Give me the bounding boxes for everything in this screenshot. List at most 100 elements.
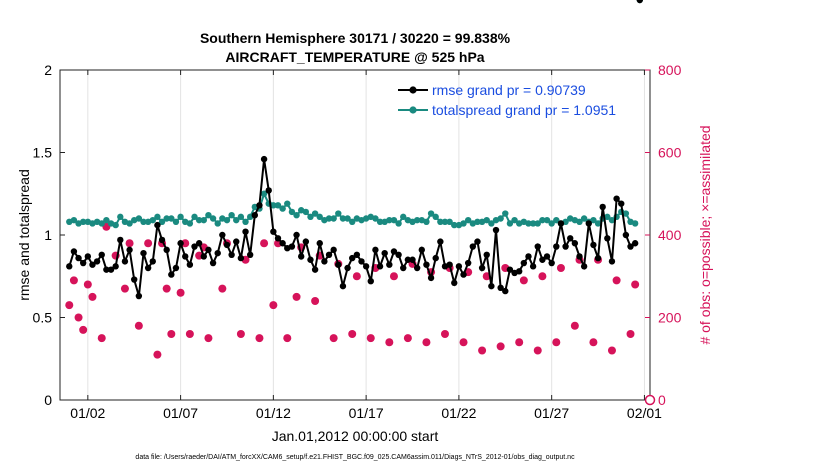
totalspread-point <box>293 212 300 219</box>
rmse-point <box>66 263 73 270</box>
rmse-point <box>233 238 240 245</box>
rmse-point <box>140 249 147 257</box>
obs-count-point <box>97 334 106 343</box>
y-right-tick-label: 800 <box>658 62 682 78</box>
legend-rmse-marker <box>409 86 417 94</box>
obs-count-point <box>570 321 579 330</box>
y-right-tick-label: 200 <box>658 310 682 326</box>
rmse-point <box>89 261 96 268</box>
totalspread-point <box>140 218 147 225</box>
totalspread-point <box>288 208 296 216</box>
rmse-point <box>571 240 579 247</box>
legend-totalspread-label: totalspread grand pr = 1.0951 <box>432 102 616 118</box>
rmse-point <box>437 238 444 245</box>
totalspread-point <box>622 210 630 217</box>
totalspread-point <box>233 216 240 224</box>
rmse-point <box>219 231 226 239</box>
obs-count-point <box>403 334 412 343</box>
series-lines <box>66 0 643 300</box>
totalspread-point <box>117 213 124 221</box>
obs-count-point <box>519 276 528 285</box>
rmse-point <box>279 240 286 247</box>
rmse-point <box>168 271 175 278</box>
rmse-point <box>604 235 611 242</box>
totalspread-point <box>525 220 532 227</box>
rmse-point <box>446 261 453 268</box>
rmse-point <box>576 253 583 260</box>
obs-count-point <box>538 272 547 281</box>
rmse-point <box>256 202 263 209</box>
x-tick-label: 01/22 <box>441 405 476 421</box>
rmse-point <box>455 263 463 270</box>
totalspread-point <box>441 218 449 225</box>
rmse-point <box>84 253 92 260</box>
y-tick-label: 0.5 <box>33 310 53 326</box>
rmse-point <box>469 243 477 250</box>
totalspread-point <box>284 200 291 207</box>
rmse-point <box>613 195 620 202</box>
rmse-point <box>599 203 606 211</box>
obs-count-point <box>348 330 357 338</box>
y-ticks-right: 0 200 400 600 800 <box>645 62 682 408</box>
x-tick-label: 02/01 <box>627 405 662 421</box>
totalspread-point <box>335 210 342 217</box>
rmse-point <box>636 0 643 4</box>
rmse-point <box>627 243 634 250</box>
obs-count-point <box>422 338 431 347</box>
totalspread-point <box>205 212 212 219</box>
obs-count-point <box>153 350 162 359</box>
totalspread-point <box>339 215 347 222</box>
totalspread-point <box>460 220 467 227</box>
rmse-point <box>330 246 337 254</box>
obs-count-point <box>515 338 524 347</box>
rmse-point <box>321 258 328 265</box>
y-ticks-left: 0 0.5 1 1.5 2 <box>33 62 65 408</box>
totalspread-point <box>242 218 249 225</box>
rmse-point <box>205 246 212 254</box>
totalspread-point <box>590 216 597 224</box>
rmse-point <box>154 221 161 229</box>
totalspread-point <box>103 216 110 224</box>
obs-count-point <box>167 330 176 338</box>
totalspread-point <box>539 216 546 224</box>
rmse-point <box>307 256 314 263</box>
obs-count-point <box>366 334 375 343</box>
totalspread-point <box>483 216 490 224</box>
rmse-point <box>316 240 323 247</box>
totalspread-point <box>594 220 602 227</box>
totalspread-point <box>390 216 398 224</box>
rmse-point <box>386 261 393 268</box>
rmse-point <box>112 263 119 270</box>
x-tick-label: 01/07 <box>163 405 198 421</box>
rmse-point <box>121 258 129 265</box>
rmse-point <box>349 254 356 262</box>
totalspread-point <box>195 216 203 224</box>
rmse-point <box>464 259 472 267</box>
rmse-point <box>237 254 245 262</box>
y-right-tick-label: 600 <box>658 145 682 161</box>
totalspread-point <box>200 216 207 224</box>
rmse-point <box>158 236 166 244</box>
totalspread-point <box>270 202 277 209</box>
rmse-point <box>149 258 156 265</box>
obs-count-point <box>134 321 143 330</box>
totalspread-point <box>631 220 639 227</box>
rmse-point <box>543 253 551 260</box>
rmse-point <box>260 155 268 163</box>
obs-count-point <box>185 330 194 338</box>
obs-count-point <box>65 301 74 310</box>
totalspread-point <box>168 215 175 222</box>
rmse-point <box>265 187 272 194</box>
rmse-point <box>103 266 110 273</box>
totalspread-point <box>376 218 384 225</box>
rmse-point <box>390 248 398 255</box>
totalspread-point <box>604 213 611 221</box>
x-ticks: 01/02 01/07 01/12 01/17 01/22 01/27 02/01 <box>70 70 662 421</box>
totalspread-point <box>580 215 588 222</box>
x-tick-label: 01/12 <box>256 405 291 421</box>
legend: rmse grand pr = 0.90739 totalspread gran… <box>398 82 616 118</box>
rmse-point <box>344 264 351 272</box>
totalspread-point <box>437 218 444 225</box>
rmse-point <box>228 251 235 258</box>
totalspread-point <box>502 210 509 217</box>
